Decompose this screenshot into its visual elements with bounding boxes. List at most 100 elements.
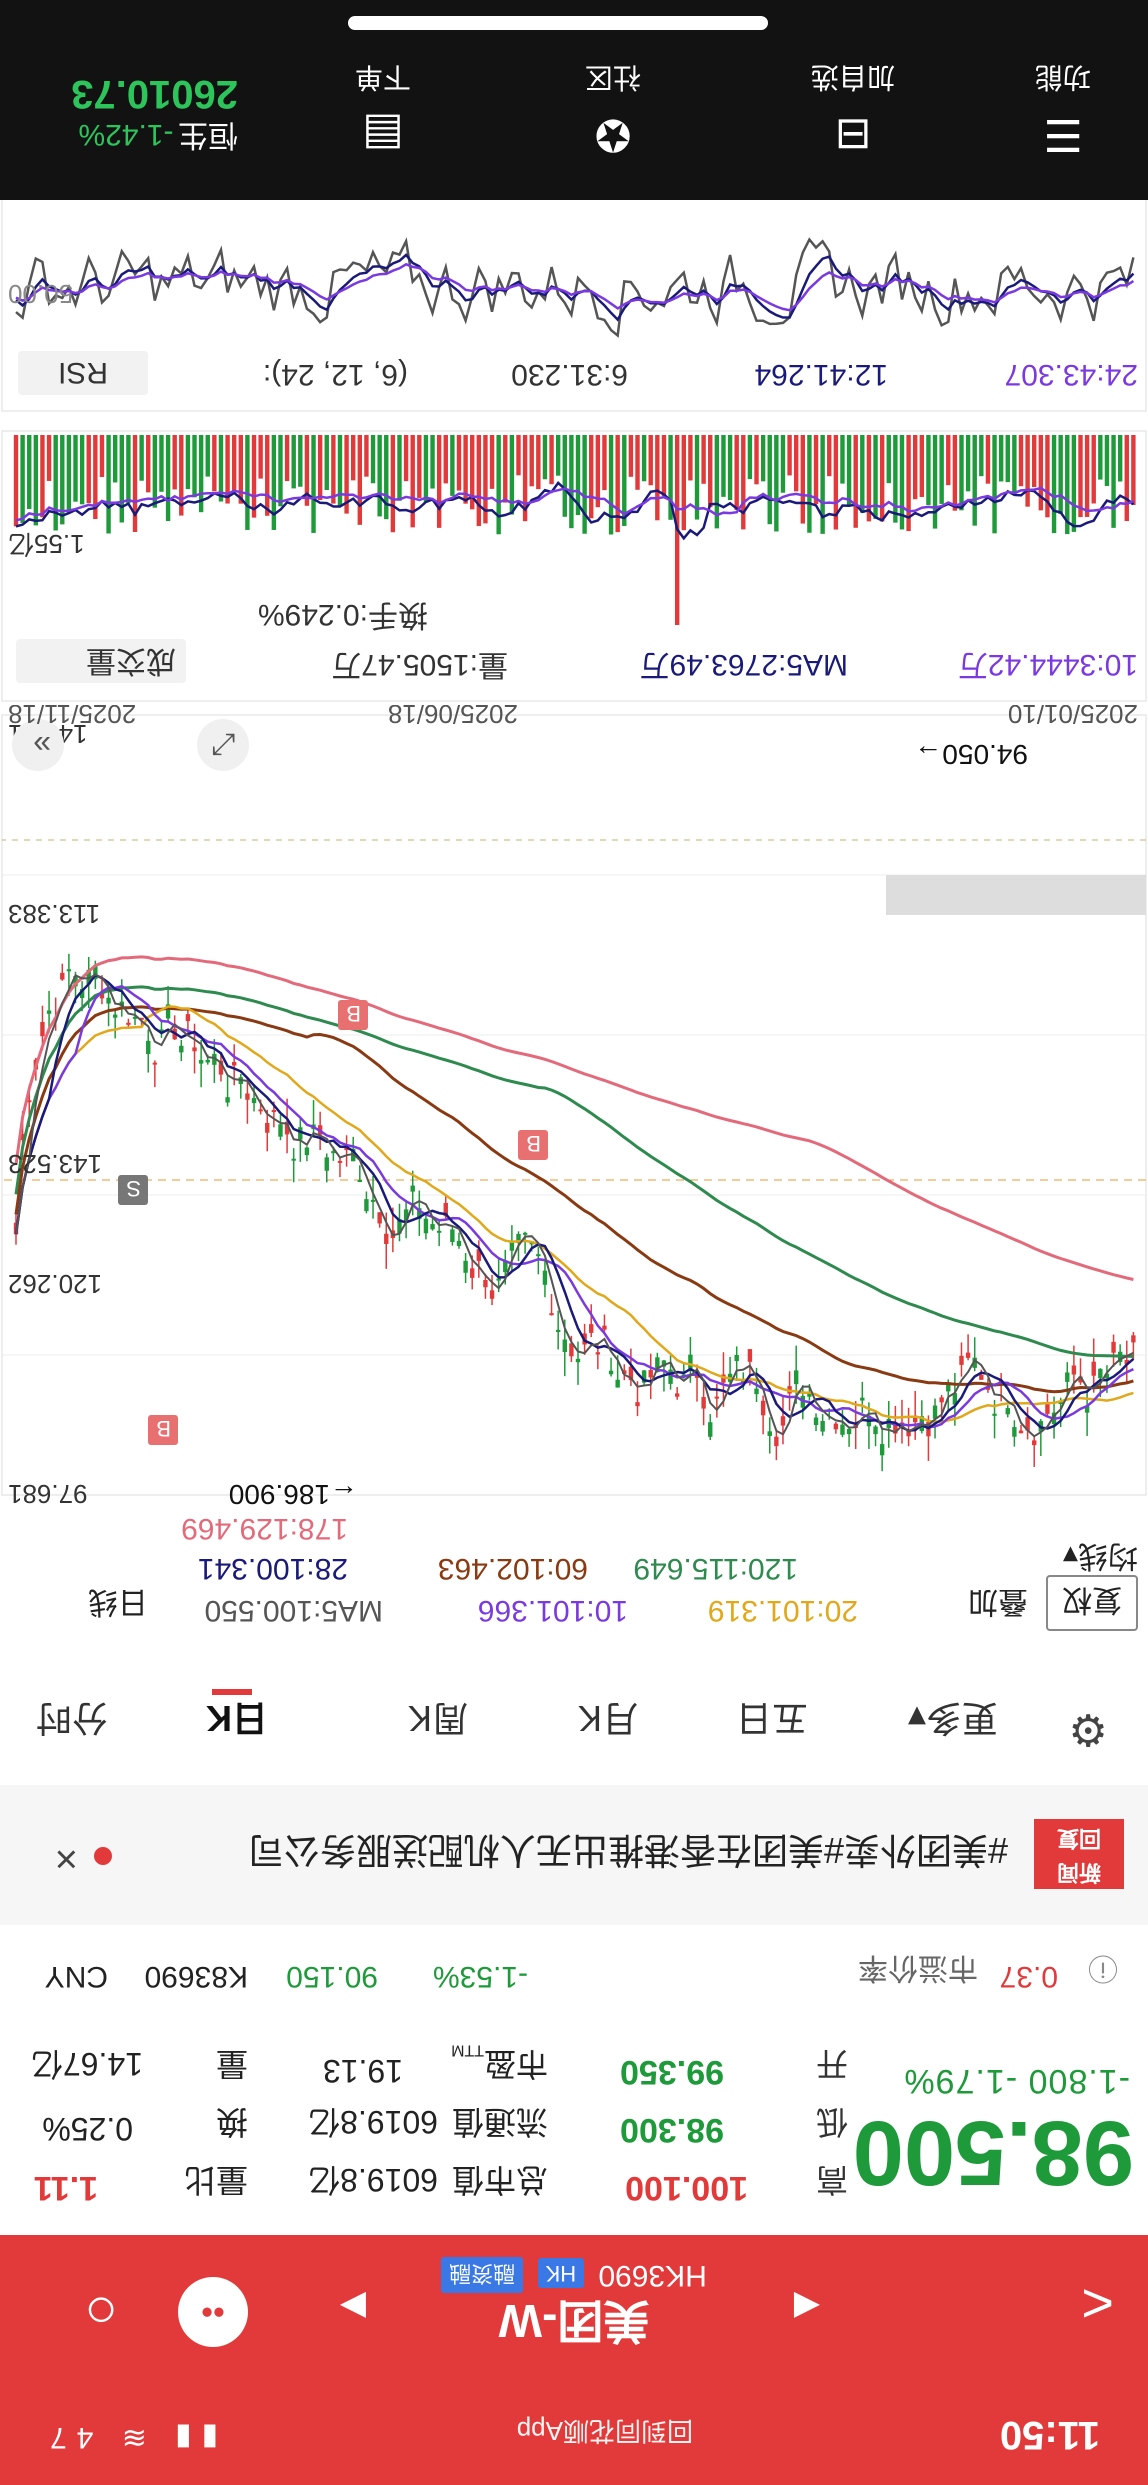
- volume-select[interactable]: [16, 639, 186, 683]
- candle-body: [86, 969, 91, 985]
- tab-five-day[interactable]: 五日: [735, 1698, 808, 1739]
- hsi-index[interactable]: 恒生 -1.42% 26010.73: [8, 71, 238, 160]
- volume-bar: [13, 435, 19, 527]
- buy-signal-3[interactable]: [518, 1130, 548, 1160]
- rsi-select[interactable]: [18, 351, 148, 395]
- info-icon[interactable]: ⓘ: [1088, 1951, 1118, 1984]
- volume-bar: [694, 435, 700, 520]
- side-panel-button-bg[interactable]: [12, 719, 64, 771]
- candle-body: [205, 1059, 210, 1063]
- volume-bar: [1131, 435, 1136, 505]
- expand-icon[interactable]: ⤢: [212, 728, 236, 761]
- candle-body: [284, 1121, 290, 1135]
- news-banner[interactable]: × #美团外卖#美团在香港推出无人机配送服务公司 新闻 回复: [0, 1785, 1148, 1925]
- ma60-line: [14, 1005, 1134, 1394]
- volume-bar: [952, 435, 958, 511]
- tab-intraday[interactable]: 分时: [35, 1698, 108, 1739]
- volume-bar: [1045, 435, 1050, 518]
- volume-bar: [959, 435, 964, 511]
- hsi-name-row: 恒生 -1.42%: [8, 116, 238, 160]
- candle-body: [774, 1436, 779, 1447]
- nav-add-watchlist[interactable]: ⊟ 加自选: [788, 59, 918, 160]
- volume-bar: [503, 435, 508, 503]
- volume-bar: [793, 435, 799, 492]
- volume-bar: [33, 435, 39, 526]
- nav-function[interactable]: ☰ 功能: [998, 59, 1128, 160]
- volume-bar: [46, 435, 52, 481]
- volume-bar: [198, 435, 204, 513]
- candle-body: [760, 1400, 766, 1416]
- assistant-bot-icon[interactable]: ••: [178, 2277, 248, 2347]
- volume-bar: [337, 435, 343, 507]
- candle-body: [661, 1360, 667, 1367]
- rsi-svg: 24:43.307 12:41.264 6:31.230 (6, 12, 24)…: [1, 184, 1147, 412]
- volume-bar: [397, 435, 402, 501]
- volume-bar: [1065, 435, 1070, 535]
- tab-week-k[interactable]: 周K: [407, 1698, 468, 1739]
- float-cap-label: 流通值: [451, 2104, 548, 2140]
- kline-chart[interactable]: 97.681 120.262 143.523 113.383 148.41 ←1…: [0, 699, 1148, 1510]
- candle-body: [384, 1233, 389, 1245]
- volume-bar: [701, 435, 706, 484]
- compare-button[interactable]: 叠加: [968, 1585, 1028, 1618]
- sell-signal[interactable]: [118, 1175, 148, 1205]
- volume-bar: [1051, 435, 1057, 534]
- candle-body: [79, 989, 85, 999]
- volume-bar: [390, 435, 396, 533]
- ma-legend: 复权 叠加 20:101.319 10:101.366 MA5:100.550 …: [0, 1505, 1148, 1675]
- unread-dot: [94, 1847, 112, 1865]
- volume-bar: [641, 435, 647, 482]
- volume-bar: [132, 435, 138, 533]
- candle-body: [278, 1124, 283, 1137]
- candle-body: [436, 1230, 442, 1233]
- candle-body: [589, 1324, 594, 1333]
- side-panel-icon[interactable]: »: [33, 728, 51, 764]
- expand-button-bg[interactable]: [197, 719, 249, 771]
- nav-order[interactable]: ▤ 下单: [318, 59, 448, 160]
- volume-bar: [311, 435, 316, 533]
- premium-value: 0.37: [999, 1960, 1058, 1993]
- menu-icon: ☰: [1043, 110, 1083, 159]
- rsi-panel[interactable]: 24:43.307 12:41.264 6:31.230 (6, 12, 24)…: [0, 175, 1148, 415]
- tab-more[interactable]: 更多▾: [907, 1698, 998, 1739]
- volume-bar: [112, 435, 118, 483]
- price-change: -1.800 -1.79%: [903, 2061, 1130, 2100]
- back-to-app-link[interactable]: 回到同花顺App: [516, 2416, 693, 2446]
- close-icon[interactable]: ×: [54, 1837, 78, 1881]
- nav-community[interactable]: ✪ 社区: [548, 59, 678, 160]
- tab-month-k[interactable]: 月K: [577, 1698, 638, 1739]
- cny-quote-row[interactable]: ⓘ 0.37 市溢价率 -1.53% 90.150 K83690 CNY: [0, 1924, 1148, 2025]
- active-tab-underline: [212, 1689, 252, 1695]
- volume-bar: [840, 435, 845, 484]
- candle-body: [906, 1429, 911, 1437]
- volume-bar: [555, 435, 561, 476]
- settings-icon[interactable]: ⚙: [1068, 1705, 1108, 1754]
- volume-panel[interactable]: 10:3444.42万 MA5:2763.49万 量:1505.47万 换手:0…: [0, 415, 1148, 705]
- candle-body: [873, 1426, 878, 1435]
- tab-day-k[interactable]: 日K: [206, 1698, 268, 1739]
- volume-bar: [972, 435, 977, 526]
- news-headline[interactable]: #美团外卖#美团在香港推出无人机配送服务公司: [247, 1830, 1008, 1871]
- candle-body: [496, 1278, 501, 1281]
- volume-bar: [436, 435, 442, 528]
- search-icon[interactable]: ○: [84, 2281, 118, 2344]
- volume-bar: [417, 435, 422, 498]
- reset-button[interactable]: 复权: [1046, 1575, 1138, 1631]
- volume-bar: [906, 435, 911, 532]
- candle-body: [668, 1369, 673, 1384]
- next-stock-icon[interactable]: ▶: [339, 2288, 366, 2326]
- date-axis-right: 2025/11/18: [8, 705, 136, 729]
- candle-body: [946, 1382, 951, 1392]
- indicator-select[interactable]: 均线▾: [1062, 1539, 1138, 1572]
- candle-body: [793, 1370, 799, 1385]
- buy-signal-2[interactable]: [338, 1000, 368, 1030]
- candle-body: [615, 1379, 620, 1388]
- low-value: 98.300: [620, 2111, 724, 2149]
- candle-body: [218, 1060, 224, 1075]
- volume-bar: [681, 435, 686, 531]
- buy-signal-1[interactable]: [148, 1415, 178, 1445]
- candle-body: [324, 1157, 329, 1171]
- vol-ratio-label: 量比: [183, 2162, 248, 2198]
- volume-bar: [754, 435, 759, 485]
- volume-bar: [873, 435, 878, 519]
